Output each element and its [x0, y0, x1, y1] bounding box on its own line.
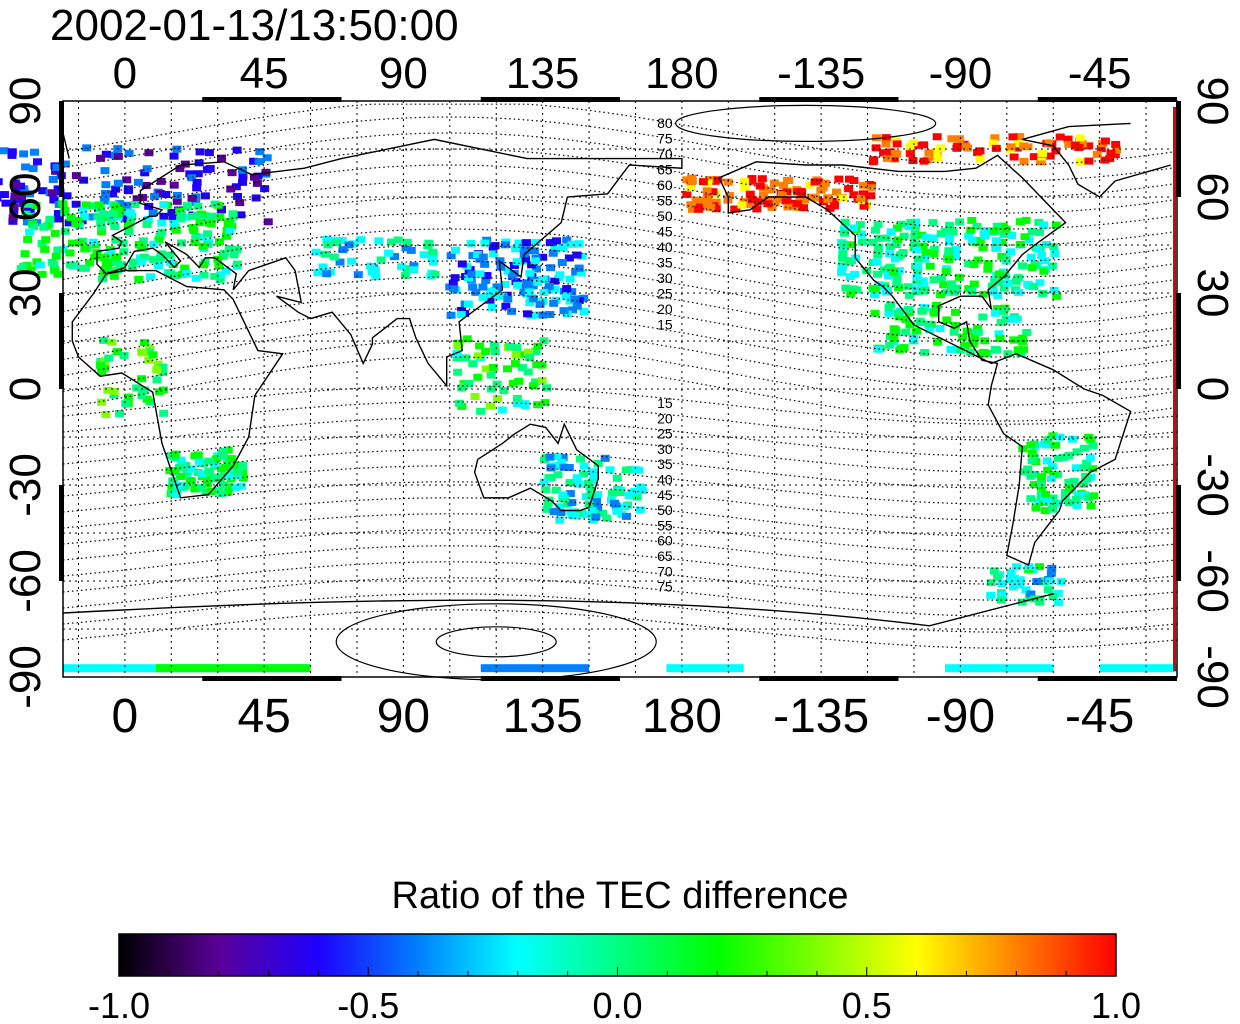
x-tick-label-bottom: 0: [112, 690, 139, 743]
x-tick-label-bottom: -45: [1065, 690, 1134, 743]
x-tick-label-top: 0: [113, 49, 137, 98]
axis-band-bottom: [202, 676, 342, 681]
colorbar-tick-label: 0.5: [842, 985, 892, 1024]
x-tick-label-bottom: -135: [773, 690, 869, 743]
contour-label-south: 20: [657, 410, 673, 426]
north-pole-ring: [675, 104, 937, 143]
contour-label-north: 30: [657, 270, 673, 286]
contour-label-south: 45: [657, 487, 673, 503]
axis-band-right: [1176, 485, 1181, 581]
axis-band-top: [1037, 97, 1177, 102]
y-tick-label-right: 60: [1188, 173, 1237, 222]
y-tick-label-right: -30: [1188, 453, 1237, 517]
y-tick-label-right: 30: [1188, 269, 1237, 318]
south-pole-ring-inner: [435, 626, 557, 658]
axis-band-bottom: [759, 676, 899, 681]
contour-label-north: 75: [657, 131, 673, 147]
colorbar-tick-label: 0.0: [592, 985, 642, 1024]
contour-label-north: 60: [657, 177, 673, 193]
axis-band-top: [480, 97, 620, 102]
contour-label-north: 45: [657, 224, 673, 240]
timestamp-label: 2002-01-13/13:50:00: [50, 1, 459, 50]
x-tick-label-top: 90: [379, 49, 428, 98]
contour-label-north: 55: [657, 193, 673, 209]
x-tick-label-top: -135: [777, 49, 865, 98]
y-tick-label-left: 90: [1, 77, 50, 126]
axis-band-right: [1176, 293, 1181, 389]
grid-lines: [63, 101, 1177, 677]
y-tick-label-left: -30: [1, 453, 50, 517]
contour-label-north: 20: [657, 301, 673, 317]
contour-label-north: 65: [657, 162, 673, 178]
contour-label-south: 25: [657, 426, 673, 442]
x-tick-label-bottom: -90: [926, 690, 995, 743]
colorbar-tick-label: -1.0: [88, 985, 150, 1024]
contour-label-south: 40: [657, 472, 673, 488]
axis-band-bottom: [1037, 676, 1177, 681]
map-plot-area: 8075706560555045403530252015152025303540…: [0, 97, 1181, 681]
colorbar-title: Ratio of the TEC difference: [391, 875, 849, 917]
axis-band-left: [59, 101, 64, 197]
axis-band-top: [202, 97, 342, 102]
x-tick-label-top: -45: [1068, 49, 1132, 98]
contour-label-south: 35: [657, 456, 673, 472]
contour-label-south: 60: [657, 533, 673, 549]
y-tick-label-left: 30: [1, 269, 50, 318]
contour-label-south: 65: [657, 548, 673, 564]
y-tick-label-left: 0: [1, 377, 50, 401]
y-tick-label-left: -60: [1, 549, 50, 613]
y-tick-label-right: 90: [1188, 77, 1237, 126]
antarctica-coast: [62, 593, 1054, 627]
x-tick-label-bottom: 45: [237, 690, 290, 743]
contour-label-north: 35: [657, 255, 673, 271]
contour-label-south: 70: [657, 563, 673, 579]
contour-label-north: 15: [657, 317, 673, 333]
axis-band-left: [59, 485, 64, 581]
tec-data-cells: [0, 133, 1177, 673]
x-tick-label-bottom: 135: [503, 690, 583, 743]
y-tick-label-left: -90: [1, 645, 50, 709]
contour-label-south: 55: [657, 517, 673, 533]
x-tick-label-top: 180: [645, 49, 718, 98]
contour-label-south: 30: [657, 441, 673, 457]
contour-label-north: 25: [657, 286, 673, 302]
contour-label-north: 50: [657, 208, 673, 224]
x-tick-label-top: 135: [506, 49, 579, 98]
contour-label-north: 80: [657, 115, 673, 131]
colorbar-tick-label: -0.5: [337, 985, 399, 1024]
coastlines: [62, 122, 1171, 566]
axis-band-left: [59, 293, 64, 389]
x-tick-label-bottom: 180: [642, 690, 722, 743]
axis-band-bottom: [480, 676, 620, 681]
colorbar-tick-label: 1.0: [1091, 985, 1141, 1024]
y-tick-label-left: 60: [1, 173, 50, 222]
contour-label-north: 70: [657, 146, 673, 162]
x-tick-label-bottom: 90: [377, 690, 430, 743]
axis-band-right: [1176, 101, 1181, 197]
contour-label-south: 75: [657, 579, 673, 595]
axis-band-top: [759, 97, 899, 102]
contour-label-north: 40: [657, 239, 673, 255]
y-tick-label-right: -90: [1188, 645, 1237, 709]
contour-label-south: 50: [657, 502, 673, 518]
y-tick-label-right: -60: [1188, 549, 1237, 613]
x-tick-label-top: -90: [929, 49, 993, 98]
right-edge-red-strip: [1173, 107, 1176, 671]
x-tick-label-top: 45: [240, 49, 289, 98]
y-tick-label-right: 0: [1188, 377, 1237, 401]
contour-label-south: 15: [657, 395, 673, 411]
magnetic-latitude-contours: [62, 103, 1178, 649]
